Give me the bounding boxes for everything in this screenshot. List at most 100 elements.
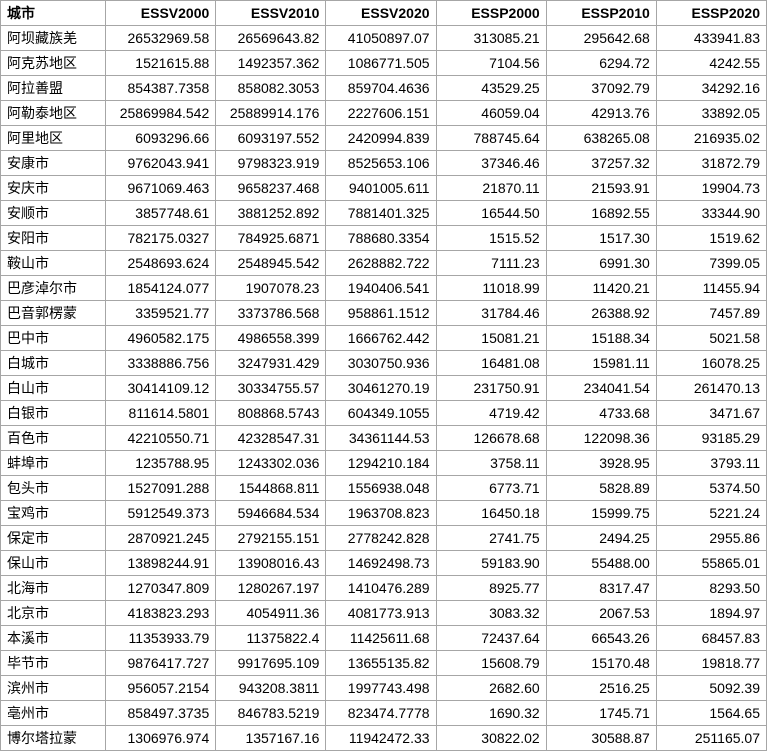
- num-cell: 1235788.95: [106, 451, 216, 476]
- city-cell: 博尔塔拉蒙: [1, 726, 106, 751]
- num-cell: 6093197.552: [216, 126, 326, 151]
- num-cell: 126678.68: [436, 426, 546, 451]
- num-cell: 2067.53: [546, 601, 656, 626]
- num-cell: 42328547.31: [216, 426, 326, 451]
- num-cell: 16450.18: [436, 501, 546, 526]
- num-cell: 1894.97: [656, 601, 766, 626]
- city-cell: 保定市: [1, 526, 106, 551]
- num-cell: 854387.7358: [106, 76, 216, 101]
- num-cell: 1306976.974: [106, 726, 216, 751]
- num-cell: 59183.90: [436, 551, 546, 576]
- num-cell: 4960582.175: [106, 326, 216, 351]
- col-header-city: 城市: [1, 1, 106, 26]
- num-cell: 7881401.325: [326, 201, 436, 226]
- table-body: 阿坝藏族羌26532969.5826569643.8241050897.0731…: [1, 26, 767, 751]
- num-cell: 1280267.197: [216, 576, 326, 601]
- num-cell: 3247931.429: [216, 351, 326, 376]
- num-cell: 5374.50: [656, 476, 766, 501]
- data-table: 城市 ESSV2000 ESSV2010 ESSV2020 ESSP2000 E…: [0, 0, 767, 751]
- num-cell: 8293.50: [656, 576, 766, 601]
- num-cell: 1521615.88: [106, 51, 216, 76]
- num-cell: 808868.5743: [216, 401, 326, 426]
- num-cell: 19818.77: [656, 651, 766, 676]
- table-row: 安顺市3857748.613881252.8927881401.32516544…: [1, 201, 767, 226]
- num-cell: 3373786.568: [216, 301, 326, 326]
- num-cell: 2516.25: [546, 676, 656, 701]
- num-cell: 638265.08: [546, 126, 656, 151]
- table-row: 滨州市956057.2154943208.38111997743.4982682…: [1, 676, 767, 701]
- city-cell: 巴中市: [1, 326, 106, 351]
- num-cell: 604349.1055: [326, 401, 436, 426]
- num-cell: 34292.16: [656, 76, 766, 101]
- table-row: 北京市4183823.2934054911.364081773.9133083.…: [1, 601, 767, 626]
- num-cell: 2955.86: [656, 526, 766, 551]
- num-cell: 251165.07: [656, 726, 766, 751]
- num-cell: 6294.72: [546, 51, 656, 76]
- num-cell: 8317.47: [546, 576, 656, 601]
- num-cell: 261470.13: [656, 376, 766, 401]
- num-cell: 295642.68: [546, 26, 656, 51]
- num-cell: 3471.67: [656, 401, 766, 426]
- num-cell: 2870921.245: [106, 526, 216, 551]
- num-cell: 43529.25: [436, 76, 546, 101]
- num-cell: 1270347.809: [106, 576, 216, 601]
- num-cell: 13908016.43: [216, 551, 326, 576]
- num-cell: 231750.91: [436, 376, 546, 401]
- num-cell: 26532969.58: [106, 26, 216, 51]
- num-cell: 9798323.919: [216, 151, 326, 176]
- num-cell: 782175.0327: [106, 226, 216, 251]
- table-row: 安阳市782175.0327784925.6871788680.33541515…: [1, 226, 767, 251]
- num-cell: 19904.73: [656, 176, 766, 201]
- num-cell: 1086771.505: [326, 51, 436, 76]
- num-cell: 5828.89: [546, 476, 656, 501]
- num-cell: 1243302.036: [216, 451, 326, 476]
- num-cell: 823474.7778: [326, 701, 436, 726]
- num-cell: 15081.21: [436, 326, 546, 351]
- city-cell: 阿拉善盟: [1, 76, 106, 101]
- table-row: 百色市42210550.7142328547.3134361144.531266…: [1, 426, 767, 451]
- num-cell: 25889914.176: [216, 101, 326, 126]
- num-cell: 15981.11: [546, 351, 656, 376]
- num-cell: 42210550.71: [106, 426, 216, 451]
- num-cell: 956057.2154: [106, 676, 216, 701]
- col-header-essp2020: ESSP2020: [656, 1, 766, 26]
- city-cell: 亳州市: [1, 701, 106, 726]
- num-cell: 9671069.463: [106, 176, 216, 201]
- num-cell: 858497.3735: [106, 701, 216, 726]
- num-cell: 4081773.913: [326, 601, 436, 626]
- num-cell: 37346.46: [436, 151, 546, 176]
- table-row: 保定市2870921.2452792155.1512778242.8282741…: [1, 526, 767, 551]
- table-row: 北海市1270347.8091280267.1971410476.2898925…: [1, 576, 767, 601]
- num-cell: 2792155.151: [216, 526, 326, 551]
- city-cell: 安顺市: [1, 201, 106, 226]
- num-cell: 41050897.07: [326, 26, 436, 51]
- num-cell: 433941.83: [656, 26, 766, 51]
- table-row: 阿拉善盟854387.7358858082.3053859704.4636435…: [1, 76, 767, 101]
- num-cell: 30334755.57: [216, 376, 326, 401]
- num-cell: 216935.02: [656, 126, 766, 151]
- table-row: 白银市811614.5801808868.5743604349.10554719…: [1, 401, 767, 426]
- num-cell: 2227606.151: [326, 101, 436, 126]
- num-cell: 15188.34: [546, 326, 656, 351]
- num-cell: 788680.3354: [326, 226, 436, 251]
- num-cell: 30461270.19: [326, 376, 436, 401]
- num-cell: 1517.30: [546, 226, 656, 251]
- city-cell: 蚌埠市: [1, 451, 106, 476]
- num-cell: 811614.5801: [106, 401, 216, 426]
- col-header-essv2000: ESSV2000: [106, 1, 216, 26]
- city-cell: 安康市: [1, 151, 106, 176]
- num-cell: 1854124.077: [106, 276, 216, 301]
- num-cell: 11455.94: [656, 276, 766, 301]
- city-cell: 保山市: [1, 551, 106, 576]
- num-cell: 37257.32: [546, 151, 656, 176]
- num-cell: 1963708.823: [326, 501, 436, 526]
- num-cell: 30588.87: [546, 726, 656, 751]
- table-row: 阿勒泰地区25869984.54225889914.1762227606.151…: [1, 101, 767, 126]
- num-cell: 1745.71: [546, 701, 656, 726]
- num-cell: 26388.92: [546, 301, 656, 326]
- num-cell: 2420994.839: [326, 126, 436, 151]
- num-cell: 14692498.73: [326, 551, 436, 576]
- num-cell: 3083.32: [436, 601, 546, 626]
- num-cell: 2682.60: [436, 676, 546, 701]
- city-cell: 阿克苏地区: [1, 51, 106, 76]
